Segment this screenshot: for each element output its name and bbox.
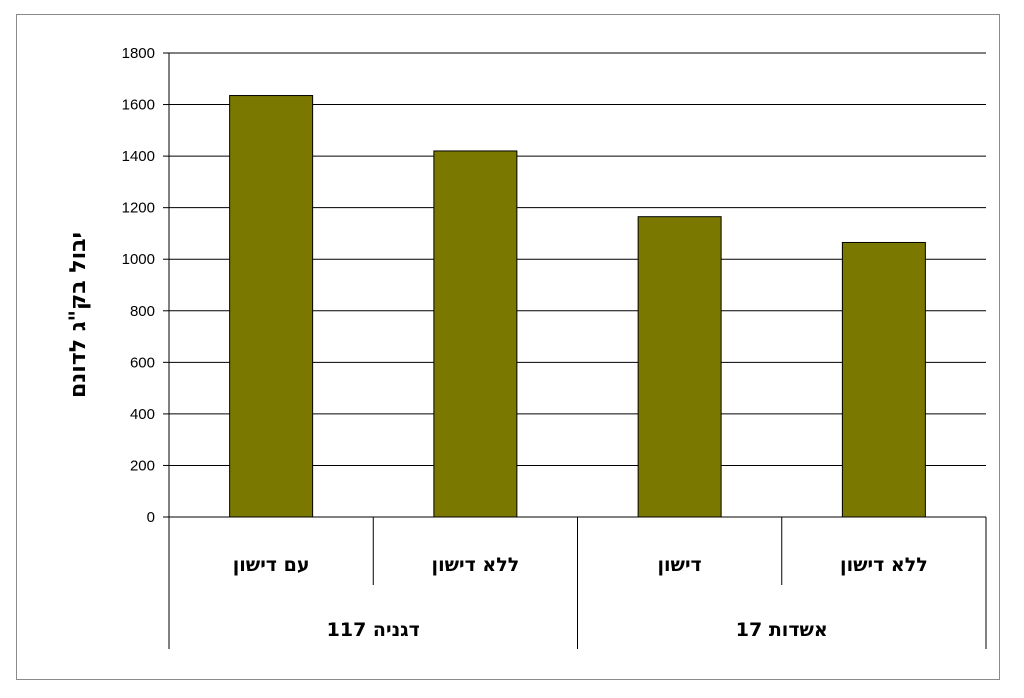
category-label: ללא דישון: [840, 554, 928, 576]
y-tick-label: 200: [130, 457, 155, 474]
bar: [637, 216, 722, 518]
bar: [841, 241, 926, 518]
bar-chart: 0 200 400 600 800 1000 1200 1400 1600 1800 עם דיש…: [66, 45, 987, 649]
axes: [168, 53, 987, 649]
y-tick-label: 800: [130, 303, 155, 320]
bar: [433, 150, 518, 518]
y-tick-label: 1000: [122, 251, 155, 268]
chart-frame: 0 200 400 600 800 1000 1200 1400 1600 1800 עם דיש…: [16, 14, 1000, 680]
y-tick-label: 1800: [122, 45, 155, 62]
category-label: דישון: [658, 554, 702, 576]
y-tick-label: 600: [130, 354, 155, 371]
y-axis-ticks: 0 200 400 600 800 1000 1200 1400 1600 1800: [122, 45, 169, 526]
category-label: ללא דישון: [432, 554, 520, 576]
category-labels: עם דישון ללא דישון דישון ללא דישון: [233, 554, 928, 576]
bar: [229, 95, 314, 518]
y-tick-label: 1400: [122, 148, 155, 165]
group-labels: דגניה 117 אשדות 17: [327, 619, 828, 641]
y-tick-label: 1200: [122, 200, 155, 217]
y-tick-label: 1600: [122, 97, 155, 114]
y-tick-label: 400: [130, 406, 155, 423]
y-axis-title: יבול בק"ג לדונם: [66, 232, 91, 398]
group-label: דגניה 117: [327, 619, 420, 641]
y-tick-label: 0: [147, 509, 155, 526]
bars: [229, 95, 926, 518]
category-label: עם דישון: [233, 554, 310, 576]
group-label: אשדות 17: [736, 619, 828, 641]
